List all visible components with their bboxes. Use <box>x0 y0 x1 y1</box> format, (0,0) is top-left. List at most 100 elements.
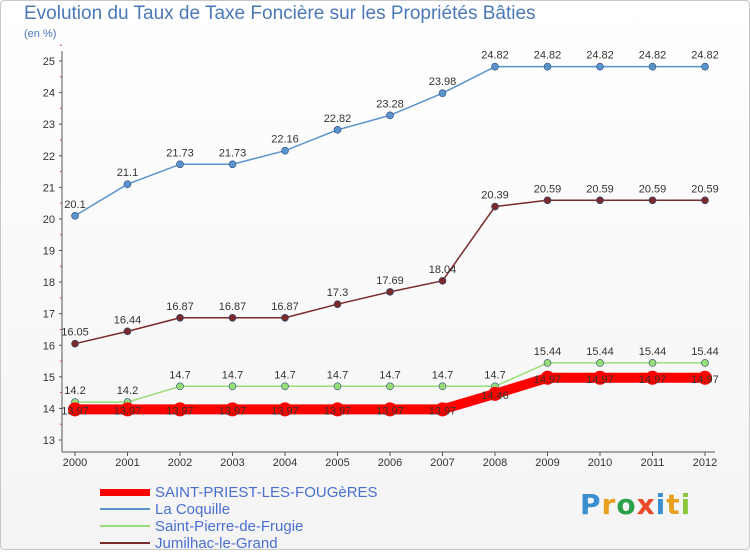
data-label: 14.46 <box>481 390 509 402</box>
data-point <box>543 62 552 71</box>
x-tick-label: 2001 <box>115 457 139 469</box>
data-label: 16.05 <box>61 327 89 339</box>
data-label: 20.59 <box>534 183 562 195</box>
legend-swatch <box>100 525 150 527</box>
legend-swatch <box>100 488 150 496</box>
data-label: 16.87 <box>166 301 194 313</box>
y-tick-label: 14 <box>43 403 55 415</box>
logo-letter: t <box>666 488 681 521</box>
logo-letter: r <box>601 488 617 521</box>
data-label: 17.69 <box>376 275 404 287</box>
data-point <box>648 196 657 205</box>
x-tick-label: 2003 <box>220 457 244 469</box>
logo-letter: P <box>580 488 602 521</box>
data-point <box>123 327 132 336</box>
data-point <box>435 402 450 417</box>
data-label: 15.44 <box>691 346 719 358</box>
x-tick-label: 2002 <box>168 457 192 469</box>
data-label: 13.97 <box>166 405 194 417</box>
data-point <box>228 160 237 169</box>
data-point <box>648 62 657 71</box>
data-label: 13.97 <box>114 405 142 417</box>
x-tick-label: 2004 <box>273 457 297 469</box>
data-point <box>438 382 447 391</box>
data-label: 13.97 <box>324 405 352 417</box>
y-tick-label: 20 <box>43 214 55 226</box>
data-label: 14.7 <box>169 369 190 381</box>
x-tick-label: 2012 <box>693 457 717 469</box>
data-point <box>488 386 502 401</box>
data-point <box>176 160 184 169</box>
x-tick-label: 2000 <box>63 457 87 469</box>
data-point <box>386 382 394 391</box>
data-label: 14.97 <box>534 374 562 386</box>
data-point <box>281 146 289 155</box>
data-point <box>281 382 289 391</box>
data-point <box>333 300 342 308</box>
logo-letter: i <box>680 488 692 521</box>
data-label: 24.82 <box>586 50 614 62</box>
data-point <box>120 402 135 417</box>
legend-label: SAINT-PRIEST-LES-FOUGèRES <box>155 484 378 501</box>
data-label: 15.44 <box>586 346 614 358</box>
data-label: 20.39 <box>481 190 509 202</box>
data-point <box>593 370 607 385</box>
data-label: 24.82 <box>691 50 719 62</box>
legend-swatch <box>100 508 150 510</box>
data-point <box>123 180 132 188</box>
data-point <box>543 359 552 367</box>
legend-label: La Coquille <box>155 501 231 518</box>
data-label: 22.16 <box>271 134 299 146</box>
y-unit-label: (en %) <box>24 28 57 40</box>
data-label: 16.87 <box>271 301 299 313</box>
y-tick-label: 16 <box>43 340 55 352</box>
data-label: 20.59 <box>691 183 719 195</box>
y-tick-label: 19 <box>43 246 55 258</box>
data-label: 14.7 <box>379 369 400 381</box>
data-label: 14.97 <box>586 374 614 386</box>
y-tick-label: 22 <box>43 151 55 163</box>
y-tick-label: 21 <box>43 182 55 194</box>
data-label: 13.97 <box>376 405 404 417</box>
legend-label: Saint-Pierre-de-Frugie <box>155 518 304 535</box>
data-label: 14.7 <box>222 369 243 381</box>
data-label-layer: 20.1 21.1 21.73 21.73 22.16 22.82 23.28 23.98 24… <box>61 50 719 418</box>
logo-letter: o <box>616 488 637 521</box>
data-point <box>701 196 709 205</box>
y-tick-label: 17 <box>43 309 55 321</box>
data-point <box>173 402 187 417</box>
proxiti-logo: Proxiti <box>580 488 691 521</box>
data-point <box>228 382 237 391</box>
series-line-3 <box>74 199 705 345</box>
data-label: 14.2 <box>64 385 85 397</box>
data-point <box>438 89 447 98</box>
data-label: 14.97 <box>691 374 719 386</box>
data-label: 14.2 <box>117 385 138 397</box>
data-point <box>543 196 552 205</box>
data-point <box>701 359 709 367</box>
data-label: 13.97 <box>271 405 299 417</box>
data-point <box>71 339 79 348</box>
data-label: 23.28 <box>376 98 404 110</box>
data-label: 20.1 <box>64 199 85 211</box>
axes: 13 14 15 16 17 18 19 20 21 22 23 24 25 2000 2001 2002 20… <box>43 44 717 469</box>
data-point <box>491 62 499 71</box>
series-layer <box>68 62 712 417</box>
data-label: 20.59 <box>586 183 614 195</box>
data-label: 16.87 <box>219 301 247 313</box>
logo-letter: x <box>636 488 656 521</box>
data-label: 14.7 <box>327 369 348 381</box>
data-label: 20.59 <box>639 183 667 195</box>
data-point <box>176 313 184 322</box>
data-point <box>386 288 394 296</box>
y-tick-label: 23 <box>43 119 55 131</box>
data-point <box>438 277 447 285</box>
data-label: 24.82 <box>639 50 667 62</box>
data-point <box>278 402 292 417</box>
data-point <box>596 196 604 205</box>
x-tick-label: 2010 <box>588 457 612 469</box>
data-label: 22.82 <box>324 113 352 125</box>
data-point <box>491 202 499 211</box>
data-point <box>71 211 79 220</box>
logo-letter: i <box>655 488 667 521</box>
